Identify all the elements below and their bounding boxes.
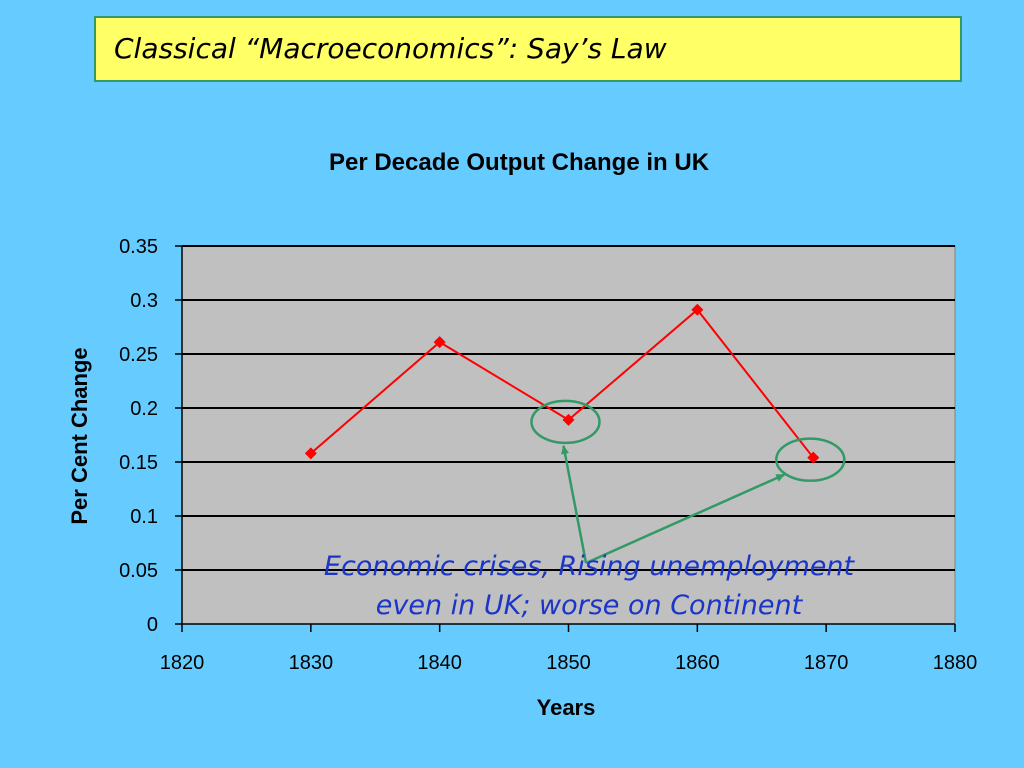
y-tick-label: 0.3 [130,290,158,312]
highlight-ellipse [775,437,846,482]
annotation-marks [530,399,846,565]
data-point [433,336,446,349]
data-point [691,303,704,316]
x-tick-label: 1860 [675,652,720,674]
x-tick-label: 1840 [417,652,462,674]
y-tick-label: 0.15 [119,452,158,474]
y-axis-label: Per Cent Change [67,347,92,524]
highlight-ellipse [530,399,601,445]
x-tick-label: 1870 [804,652,849,674]
slide-title-box: Classical “Macroeconomics”: Say’s Law [94,16,962,82]
x-tick-label: 1830 [289,652,334,674]
x-tick-label: 1820 [160,652,205,674]
x-axis-label: Years [537,695,596,720]
grid-lines [182,245,955,571]
x-tick-label: 1850 [546,652,591,674]
y-tick-label: 0.35 [119,236,158,258]
chart-title: Per Decade Output Change in UK [329,149,710,176]
series-group [304,303,820,464]
axes [175,245,956,632]
annotation-line-1: Economic crises, Rising unemployment [324,551,856,582]
y-tick-label: 0.05 [119,560,158,582]
data-point [562,413,575,426]
y-tick-label: 0.25 [119,344,158,366]
y-tick-labels: 0 0.05 0.1 0.15 0.2 0.25 0.3 0.35 [119,236,158,636]
x-tick-labels: 1820 1830 1840 1850 1860 1870 1880 [160,652,978,674]
annotation-arrow [585,473,786,565]
data-point [807,451,820,464]
y-tick-label: 0 [147,614,158,636]
data-point [304,447,317,460]
slide-title: Classical “Macroeconomics”: Say’s Law [114,32,667,65]
y-tick-label: 0.2 [130,398,158,420]
y-tick-label: 0.1 [130,506,158,528]
annotation-line-2: even in UK; worse on Continent [376,590,804,621]
annotation-arrow [561,444,588,564]
x-tick-label: 1880 [933,652,978,674]
